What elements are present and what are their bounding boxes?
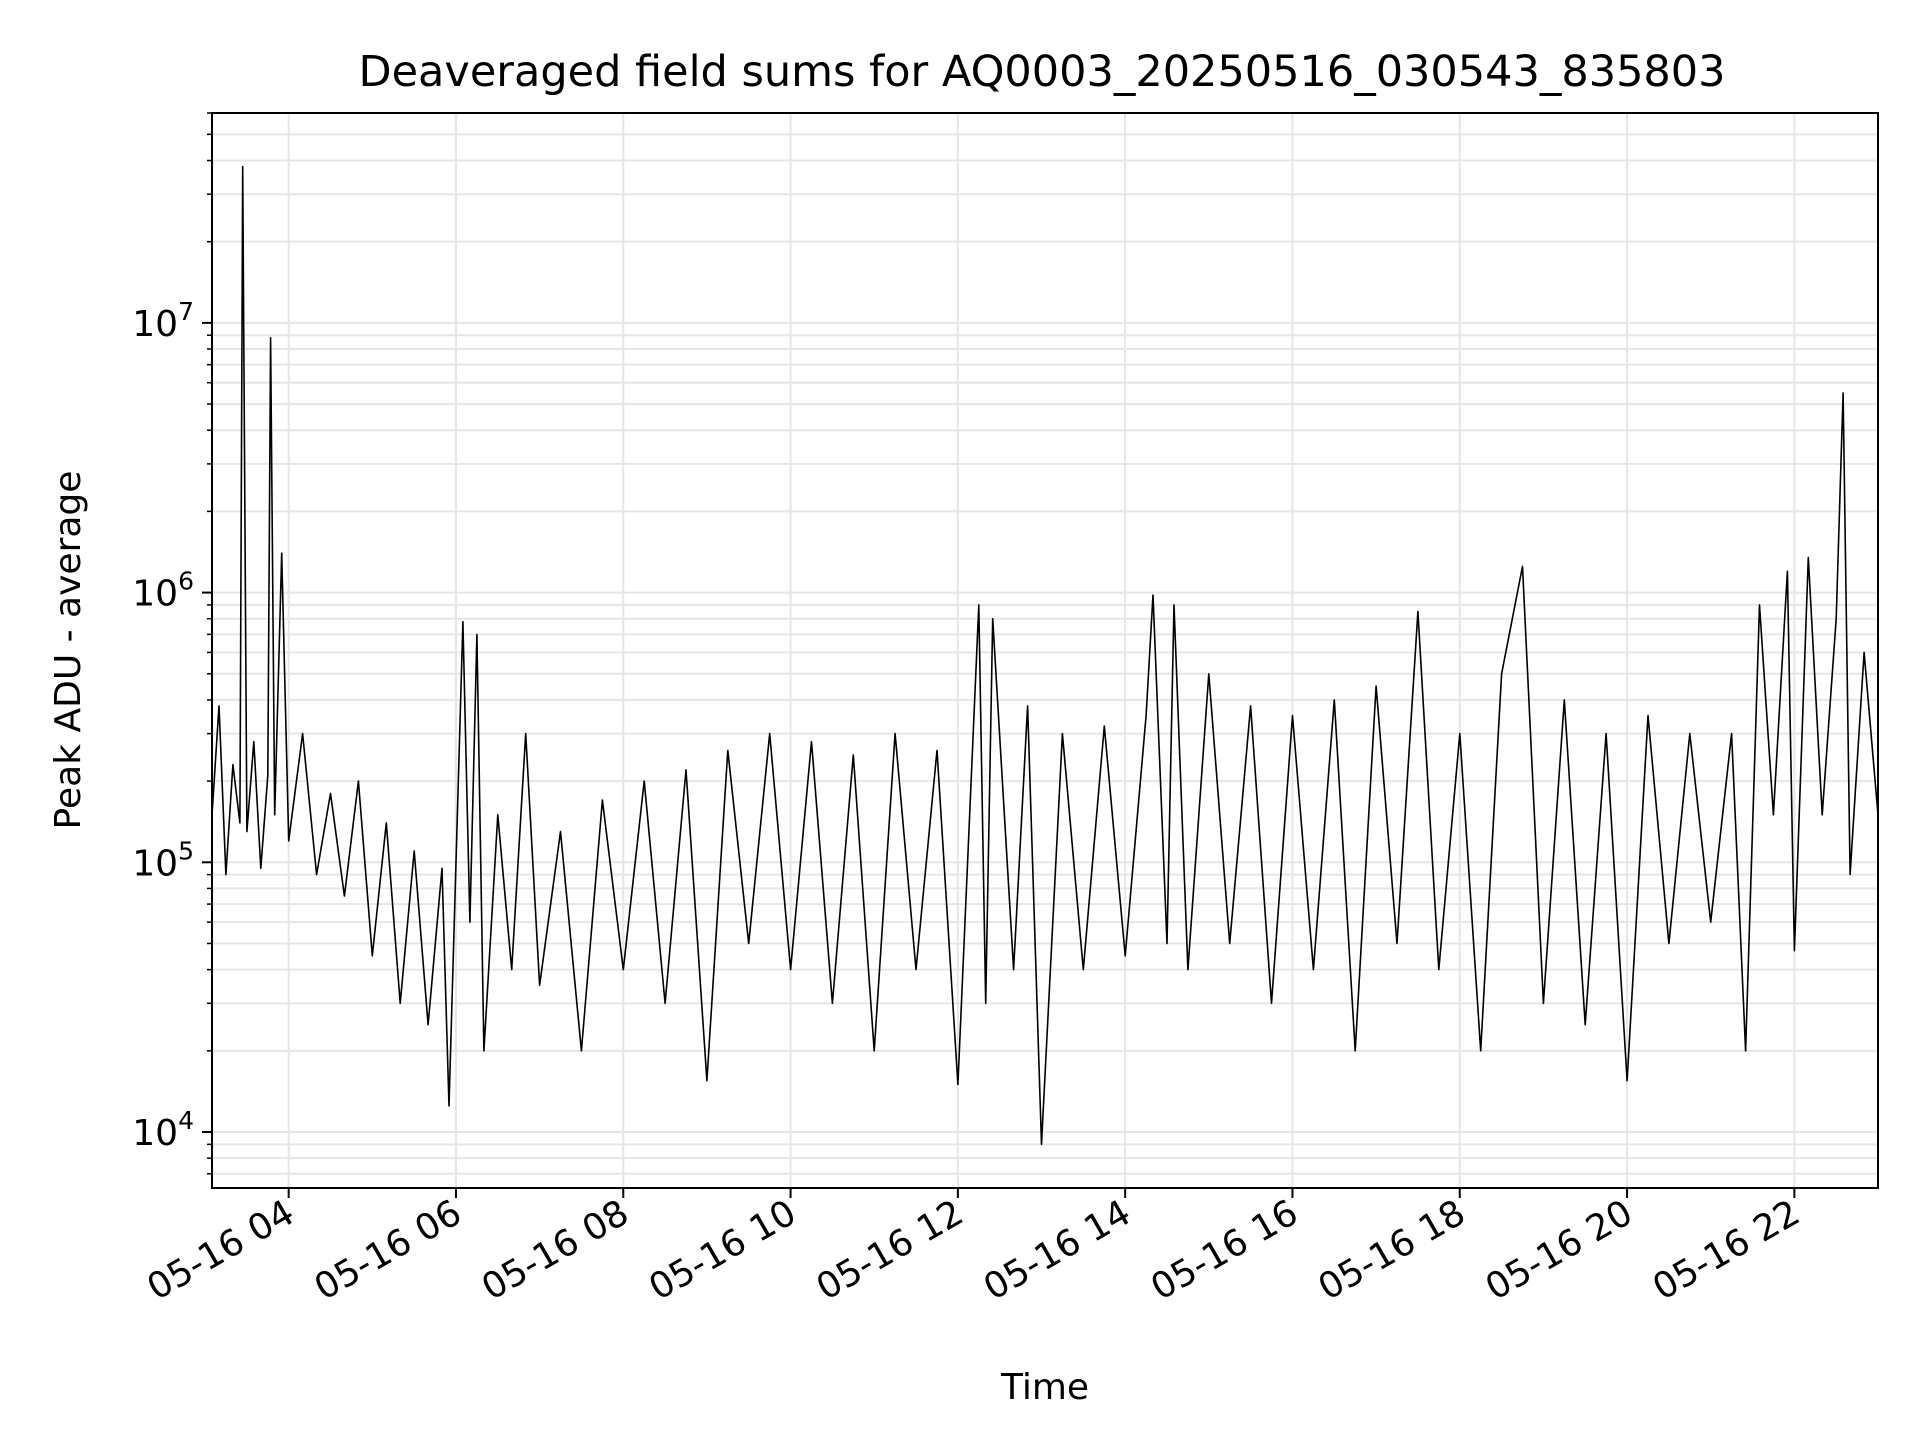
x-tick-label: 05-16 06 (308, 1192, 469, 1308)
grid (212, 112, 1878, 1188)
x-axis-label: Time (1000, 1367, 1089, 1408)
x-tick-label: 05-16 14 (977, 1192, 1138, 1308)
y-axis-label: Peak ADU - average (48, 471, 89, 830)
x-tick-label: 05-16 18 (1312, 1192, 1473, 1308)
x-tick-label: 05-16 12 (810, 1192, 971, 1308)
x-tick-label: 05-16 08 (475, 1192, 636, 1308)
x-tick-label: 05-16 16 (1144, 1192, 1305, 1308)
y-tick-label: 105 (132, 836, 194, 884)
y-axis: 104 105 106 107 (132, 112, 212, 1175)
y-tick-label: 107 (132, 297, 194, 345)
chart-title: Deaveraged field sums for AQ0003_2025051… (358, 47, 1725, 97)
x-axis: 05-16 04 05-16 06 05-16 08 05-16 10 05-16 12… (141, 1188, 1807, 1309)
y-tick-label: 106 (132, 567, 194, 615)
y-tick-label: 104 (132, 1106, 194, 1154)
x-tick-label: 05-16 10 (642, 1192, 803, 1308)
series-line (211, 165, 1879, 1146)
x-tick-label: 05-16 20 (1479, 1192, 1640, 1308)
series-layer (211, 165, 1879, 1146)
x-tick-label: 05-16 22 (1646, 1192, 1807, 1308)
x-tick-label: 05-16 04 (141, 1192, 302, 1308)
plot-frame (211, 112, 1879, 1189)
